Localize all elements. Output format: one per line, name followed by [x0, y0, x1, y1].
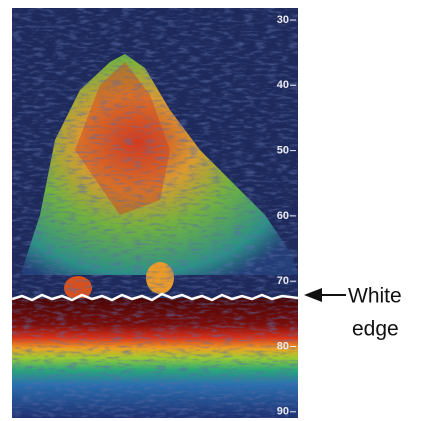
depth-label: 40 — [277, 79, 289, 91]
depth-label: 80 — [277, 340, 289, 352]
white-edge-line — [12, 292, 298, 302]
noise-texture — [12, 8, 298, 418]
arrow-head — [304, 288, 322, 302]
depth-label: 50 — [277, 145, 289, 157]
depth-scale: 30 40 50 60 70 80 90 — [277, 14, 296, 418]
annotation-text: White — [348, 285, 402, 308]
depth-label: 70 — [277, 275, 289, 287]
depth-label: 90 — [277, 406, 289, 418]
depth-label: 30 — [277, 14, 289, 26]
echo-returns — [12, 8, 298, 418]
depth-label: 60 — [277, 210, 289, 222]
annotation: White edge — [304, 285, 402, 341]
annotation-text: edge — [352, 318, 399, 341]
